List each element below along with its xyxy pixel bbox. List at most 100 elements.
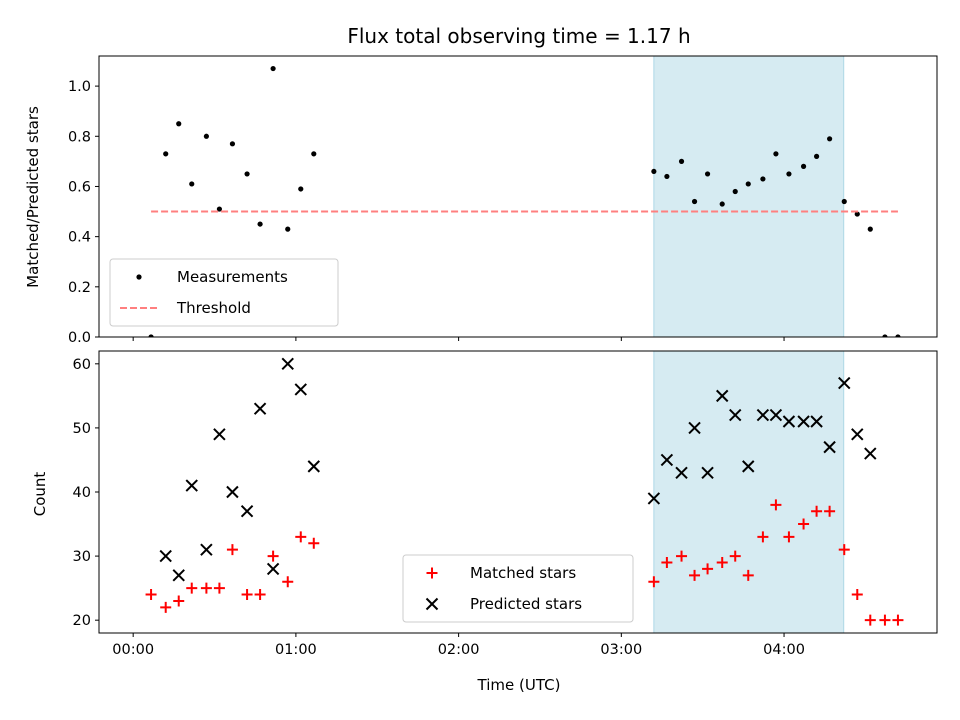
measurement-point [285, 226, 291, 232]
measurement-point [163, 151, 169, 157]
highlight-span [653, 55, 845, 338]
measurement-point [841, 198, 847, 205]
predicted-star-point [660, 453, 674, 467]
measurement-point [651, 168, 657, 175]
predicted-star-point [729, 408, 742, 422]
legend-dot-marker [136, 274, 142, 280]
measurement-point [773, 151, 779, 157]
ratio-y-axis-label: Matched/Predicted stars [24, 106, 42, 288]
y-tick-label: 0.4 [68, 230, 91, 246]
matched-star-point [676, 550, 688, 562]
predicted-star-point [742, 460, 755, 473]
matched-star-point [173, 595, 185, 607]
legend-label: Threshold [176, 299, 251, 317]
x-tick-label: 01:00 [275, 642, 317, 658]
matched-star-point [879, 614, 891, 626]
matched-star-point [661, 557, 673, 568]
matched-star-point [295, 531, 307, 543]
ratio-legend: Measurements Threshold [109, 258, 339, 327]
matched-star-point [254, 589, 266, 601]
measurement-point [664, 173, 670, 180]
matched-star-point [757, 531, 769, 543]
y-tick-label: 20 [73, 613, 91, 629]
measurement-point [216, 206, 223, 212]
legend-x-marker [425, 597, 439, 611]
predicted-star-point [226, 485, 239, 499]
measurement-point [827, 136, 833, 142]
measurement-point [298, 186, 304, 192]
predicted-star-point [782, 415, 796, 428]
y-tick-label: 60 [73, 357, 91, 373]
predicted-star-point [213, 428, 226, 441]
measurement-point [244, 171, 250, 177]
y-tick-label: 40 [73, 485, 91, 501]
predicted-star-point [675, 466, 688, 479]
measurement-point [311, 151, 317, 157]
matched-star-point [702, 563, 714, 575]
predicted-star-point [769, 408, 783, 422]
matched-star-point [838, 544, 850, 556]
predicted-star-point [307, 460, 320, 473]
predicted-star-point [200, 543, 213, 556]
predicted-star-point [266, 562, 280, 576]
measurement-point [176, 121, 182, 127]
matched-star-point [716, 557, 728, 568]
measurement-point [867, 226, 873, 232]
matched-star-point [200, 582, 212, 594]
predicted-star-point [701, 466, 714, 479]
matched-star-point [160, 601, 172, 613]
predicted-star-point [810, 415, 823, 428]
x-tick-label: 00:00 [112, 642, 154, 658]
predicted-star-point [716, 389, 729, 403]
matched-star-point [783, 531, 795, 543]
measurement-point [691, 198, 698, 205]
matched-star-point [851, 589, 863, 601]
predicted-star-point [838, 376, 851, 390]
matched-star-point [308, 537, 320, 549]
predicted-star-point [281, 357, 294, 371]
predicted-star-point [253, 402, 267, 415]
x-tick-label: 02:00 [438, 642, 480, 658]
predicted-star-point [294, 383, 307, 396]
y-tick-label: 0.8 [68, 129, 91, 145]
chart-title: Flux total observing time = 1.17 h [347, 24, 690, 48]
measurement-point [745, 181, 751, 187]
x-tick-label: 04:00 [763, 642, 805, 658]
matched-star-point [798, 518, 810, 530]
measurement-point [719, 201, 725, 207]
matched-star-point [213, 582, 225, 594]
matched-star-point [241, 589, 253, 601]
legend-box [109, 258, 339, 327]
matched-star-point [226, 544, 238, 556]
ratio-panel: 0.0 0.2 0.4 0.6 0.8 1.0 Measurements Threshold [68, 55, 938, 346]
measurement-point [704, 171, 711, 177]
matched-star-point [267, 550, 279, 562]
measurement-point [189, 181, 195, 187]
measurement-point [229, 141, 236, 147]
matched-star-point [186, 582, 198, 594]
predicted-star-point [647, 492, 661, 505]
predicted-star-point [172, 569, 185, 582]
y-tick-label: 50 [73, 421, 91, 437]
y-tick-label: 0.0 [68, 330, 91, 346]
legend-label: Measurements [177, 268, 288, 286]
matched-star-point [648, 576, 660, 588]
highlight-span [653, 350, 845, 634]
legend-label: Predicted stars [470, 595, 582, 613]
matched-star-point [689, 569, 701, 581]
matched-star-point [282, 576, 294, 588]
matched-star-point [145, 589, 157, 601]
predicted-star-point [185, 479, 198, 492]
ratio-marks [148, 65, 901, 337]
predicted-star-point [756, 408, 770, 422]
measurement-point [148, 334, 154, 337]
x-tick-label: 03:00 [600, 642, 642, 658]
y-tick-label: 0.6 [68, 179, 91, 195]
counts-marks [145, 357, 904, 626]
x-axis-label: Time (UTC) [477, 676, 561, 694]
matched-star-point [729, 550, 741, 562]
counts-panel: 20 30 40 50 60 00:00 01:00 02:00 03:00 04:00 Match… [73, 350, 938, 658]
measurement-point [800, 163, 807, 169]
matched-star-point [824, 505, 836, 517]
